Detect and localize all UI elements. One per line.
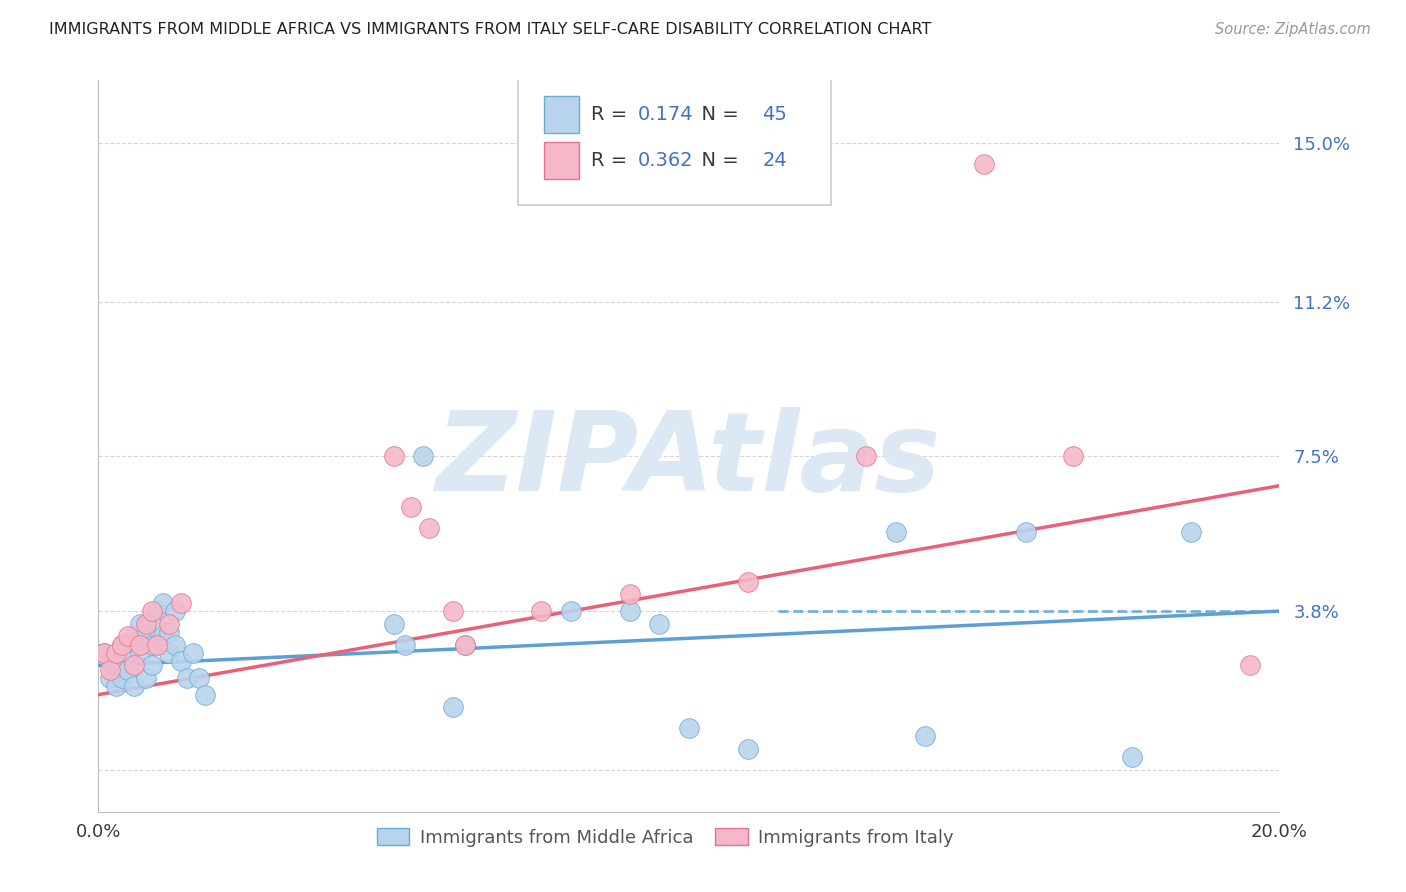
FancyBboxPatch shape	[544, 96, 579, 133]
Point	[1239, 658, 1261, 673]
Point	[128, 638, 150, 652]
Point	[1062, 450, 1084, 464]
Point	[412, 450, 434, 464]
Point	[141, 638, 163, 652]
Point	[453, 638, 475, 652]
Point	[146, 621, 169, 635]
Point	[855, 450, 877, 464]
Point	[135, 629, 157, 643]
Text: Source: ZipAtlas.com: Source: ZipAtlas.com	[1215, 22, 1371, 37]
Text: 0.174: 0.174	[638, 105, 693, 124]
Point	[176, 671, 198, 685]
Point	[105, 679, 128, 693]
Point	[122, 658, 145, 673]
Text: 24: 24	[762, 152, 787, 170]
Text: ZIPAtlas: ZIPAtlas	[436, 407, 942, 514]
Point	[418, 520, 440, 534]
Point	[135, 616, 157, 631]
Point	[93, 646, 115, 660]
Point	[122, 679, 145, 693]
Point	[441, 604, 464, 618]
Point	[187, 671, 209, 685]
Point	[165, 638, 187, 652]
Point	[146, 638, 169, 652]
Point	[128, 646, 150, 660]
Point	[157, 616, 180, 631]
Point	[117, 663, 139, 677]
Point	[382, 616, 405, 631]
Point	[146, 604, 169, 618]
Point	[141, 604, 163, 618]
Text: IMMIGRANTS FROM MIDDLE AFRICA VS IMMIGRANTS FROM ITALY SELF-CARE DISABILITY CORR: IMMIGRANTS FROM MIDDLE AFRICA VS IMMIGRA…	[49, 22, 932, 37]
Point	[111, 638, 134, 652]
FancyBboxPatch shape	[544, 143, 579, 179]
Text: R =: R =	[591, 105, 634, 124]
Point	[619, 604, 641, 618]
Point	[181, 646, 204, 660]
Text: N =: N =	[689, 105, 745, 124]
Point	[382, 450, 405, 464]
Text: 0.362: 0.362	[638, 152, 693, 170]
Point	[737, 742, 759, 756]
Point	[165, 604, 187, 618]
Legend: Immigrants from Middle Africa, Immigrants from Italy: Immigrants from Middle Africa, Immigrant…	[370, 822, 962, 854]
Point	[648, 616, 671, 631]
Point	[157, 646, 180, 660]
Point	[141, 658, 163, 673]
Point	[914, 730, 936, 744]
Point	[973, 157, 995, 171]
Point	[105, 646, 128, 660]
Point	[170, 654, 193, 668]
Point	[1180, 524, 1202, 539]
Point	[98, 671, 121, 685]
Point	[128, 616, 150, 631]
Text: R =: R =	[591, 152, 634, 170]
Point	[111, 638, 134, 652]
Point	[122, 629, 145, 643]
Point	[152, 629, 174, 643]
Point	[117, 646, 139, 660]
Point	[98, 663, 121, 677]
Point	[530, 604, 553, 618]
Point	[884, 524, 907, 539]
Point	[135, 671, 157, 685]
Point	[170, 596, 193, 610]
Point	[678, 721, 700, 735]
Point	[1014, 524, 1036, 539]
Point	[619, 587, 641, 601]
Point	[453, 638, 475, 652]
Point	[194, 688, 217, 702]
Point	[98, 654, 121, 668]
Point	[111, 671, 134, 685]
Point	[441, 700, 464, 714]
Point	[1121, 750, 1143, 764]
Point	[157, 625, 180, 640]
Point	[401, 500, 423, 514]
Text: 45: 45	[762, 105, 787, 124]
Point	[105, 658, 128, 673]
Text: N =: N =	[689, 152, 745, 170]
Point	[152, 596, 174, 610]
Point	[93, 646, 115, 660]
Point	[117, 629, 139, 643]
FancyBboxPatch shape	[517, 77, 831, 204]
Point	[737, 574, 759, 589]
Point	[560, 604, 582, 618]
Point	[394, 638, 416, 652]
